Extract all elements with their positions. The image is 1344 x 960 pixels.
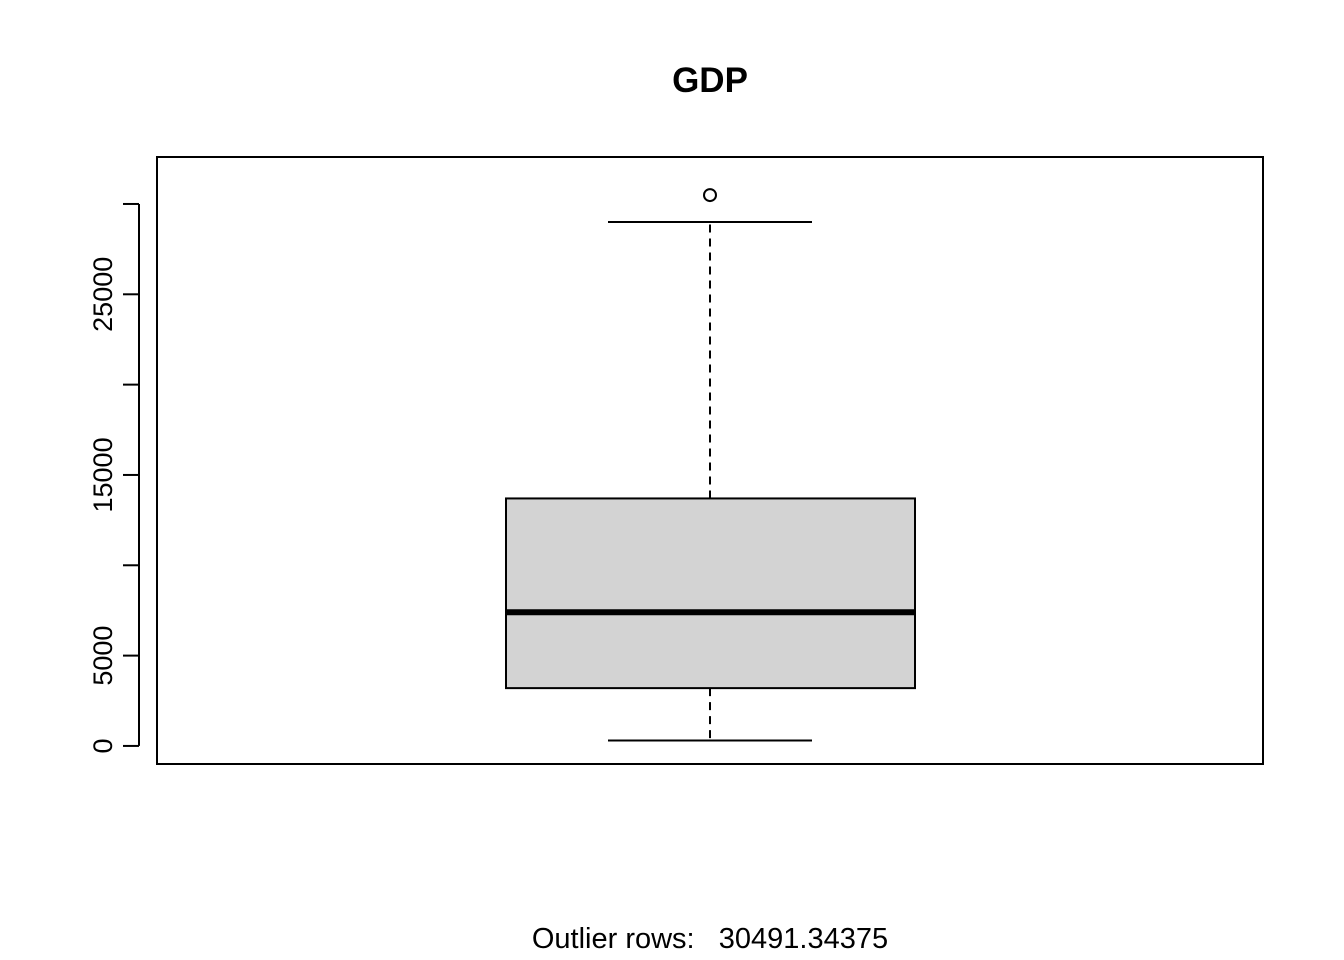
plot-frame bbox=[156, 156, 1264, 765]
y-tick-label-5000: 5000 bbox=[88, 626, 118, 686]
outlier-point-0 bbox=[703, 188, 717, 203]
chart-title: GDP bbox=[672, 61, 748, 100]
y-tick-label-25000: 25000 bbox=[88, 257, 118, 332]
interquartile-box bbox=[505, 497, 916, 690]
y-axis: 0 5000 15000 25000 bbox=[88, 202, 140, 753]
y-tick-label-15000: 15000 bbox=[88, 437, 118, 512]
box-plot bbox=[505, 188, 916, 742]
outlier-note: Outlier rows: 30491.34375 bbox=[532, 923, 888, 955]
y-tick-label-0: 0 bbox=[88, 738, 118, 753]
